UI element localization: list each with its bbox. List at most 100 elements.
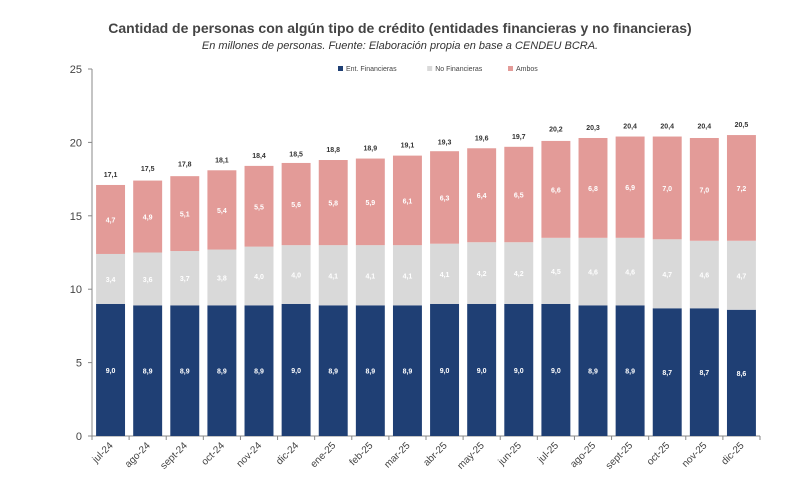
data-label: 4,1 — [365, 273, 375, 280]
total-label: 18,4 — [252, 153, 266, 160]
x-tick-label: jul-25 — [535, 440, 561, 466]
x-tick-label: ene-25 — [309, 440, 339, 470]
bar-segment — [541, 237, 571, 304]
x-tick-label: ago-25 — [568, 440, 598, 470]
y-tick-label: 5 — [76, 358, 82, 370]
data-label: 8,9 — [328, 369, 338, 376]
total-label: 18,8 — [326, 147, 340, 154]
data-label: 4,7 — [106, 217, 116, 224]
data-label: 5,4 — [217, 208, 227, 215]
bar-segment — [392, 305, 422, 436]
data-label: 3,4 — [106, 277, 116, 284]
data-label: 4,1 — [403, 273, 413, 280]
y-tick-label: 10 — [70, 284, 82, 296]
total-label: 20,4 — [698, 124, 712, 131]
legend-swatch — [427, 66, 433, 71]
legend-label: No Financieras — [435, 66, 483, 73]
x-tick-label: sept-24 — [159, 440, 191, 472]
bar-segment — [652, 136, 682, 240]
bar-segment — [504, 303, 534, 436]
total-label: 18,5 — [289, 151, 303, 158]
legend-label: Ambos — [516, 66, 538, 73]
bar-segment — [281, 245, 311, 304]
bar-segment — [578, 305, 608, 436]
data-label: 9,0 — [551, 368, 561, 375]
data-label: 3,7 — [180, 276, 190, 283]
bar-segment — [281, 303, 311, 436]
bar-segment — [504, 146, 534, 243]
bar-segment — [207, 170, 237, 250]
data-label: 9,0 — [291, 368, 301, 375]
data-label: 4,6 — [625, 270, 635, 277]
data-label: 6,3 — [440, 195, 450, 202]
data-label: 4,0 — [254, 274, 264, 281]
data-label: 9,0 — [440, 368, 450, 375]
data-label: 8,9 — [254, 369, 264, 376]
x-tick-label: oct-25 — [645, 440, 673, 468]
data-label: 6,1 — [403, 198, 413, 205]
bar-segment — [355, 305, 385, 436]
total-label: 19,6 — [475, 135, 489, 142]
total-label: 18,1 — [215, 157, 229, 164]
data-label: 4,7 — [737, 273, 747, 280]
total-label: 17,1 — [104, 172, 118, 179]
bar-segment — [392, 245, 422, 306]
bar-segment — [578, 137, 608, 238]
data-label: 9,0 — [477, 368, 487, 375]
data-label: 4,6 — [588, 270, 598, 277]
bar-segment — [96, 253, 126, 304]
bar-segment — [96, 184, 126, 254]
bar-segment — [726, 240, 756, 310]
bar-segment — [133, 252, 163, 306]
data-label: 4,1 — [328, 273, 338, 280]
data-label: 8,9 — [180, 369, 190, 376]
y-tick-label: 25 — [70, 64, 82, 76]
bar-segment — [133, 180, 163, 253]
data-label: 8,9 — [217, 369, 227, 376]
total-label: 19,3 — [438, 140, 452, 147]
data-label: 6,4 — [477, 193, 487, 200]
total-label: 20,4 — [660, 124, 674, 131]
bar-segment — [281, 162, 311, 246]
x-tick-label: jul-24 — [90, 440, 116, 466]
bar-segment — [467, 148, 497, 243]
y-tick-label: 0 — [76, 431, 82, 443]
data-label: 8,9 — [625, 369, 635, 376]
total-label: 20,2 — [549, 126, 563, 133]
bar-segment — [170, 176, 200, 252]
y-tick-label: 15 — [70, 211, 82, 223]
data-label: 3,6 — [143, 277, 153, 284]
bar-segment — [726, 135, 756, 241]
bar-segment — [689, 240, 719, 309]
x-tick-label: nov-24 — [235, 440, 265, 470]
data-label: 5,5 — [254, 204, 264, 211]
x-tick-label: mar-25 — [382, 440, 412, 470]
bar-segment — [207, 249, 237, 306]
data-label: 4,9 — [143, 215, 153, 222]
chart-title: Cantidad de personas con algún tipo de c… — [108, 20, 692, 36]
total-label: 20,4 — [623, 124, 637, 131]
y-tick-label: 20 — [70, 137, 82, 149]
bar-segment — [355, 158, 385, 246]
data-label: 5,6 — [291, 202, 301, 209]
bar-segment — [207, 305, 237, 436]
data-label: 9,0 — [106, 368, 116, 375]
legend-swatch — [508, 66, 513, 71]
data-label: 6,8 — [588, 186, 598, 193]
x-tick-label: may-25 — [455, 440, 487, 472]
bar-segment — [615, 136, 645, 238]
bar-segment — [318, 245, 348, 306]
data-label: 4,2 — [514, 271, 524, 278]
bar-segment — [652, 308, 682, 436]
bar-segment — [467, 303, 497, 436]
data-label: 8,9 — [365, 369, 375, 376]
legend-label: Ent. Financieras — [346, 66, 397, 73]
x-tick-label: dic-25 — [720, 440, 747, 467]
x-tick-label: dic-24 — [274, 440, 301, 467]
data-label: 8,7 — [699, 370, 709, 377]
data-label: 6,5 — [514, 193, 524, 200]
x-tick-label: abr-25 — [421, 440, 450, 469]
bar-segment — [355, 245, 385, 306]
x-tick-label: oct-24 — [200, 440, 228, 468]
total-label: 20,5 — [735, 122, 749, 129]
